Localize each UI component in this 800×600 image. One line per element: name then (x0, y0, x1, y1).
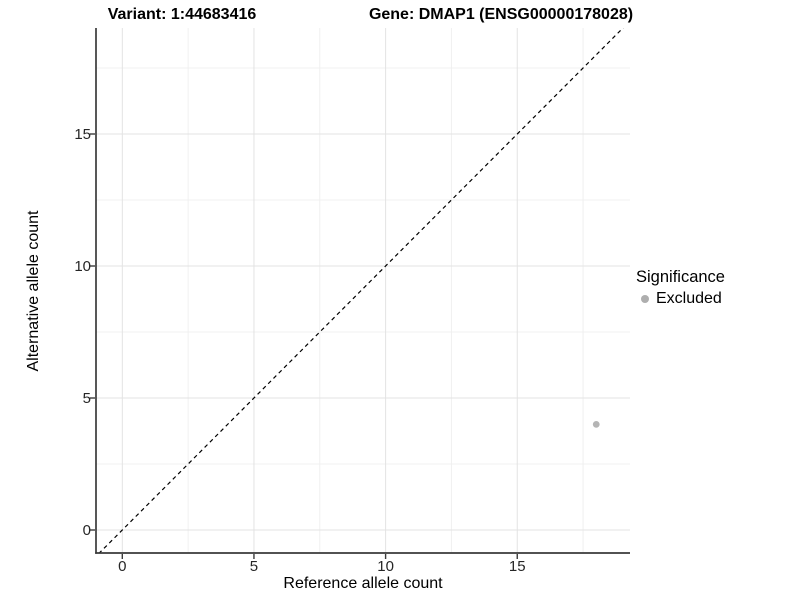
x-tick-label: 0 (118, 558, 127, 575)
y-tick-label: 0 (82, 521, 91, 539)
excluded-point-icon (641, 294, 649, 303)
data-point (592, 421, 600, 428)
legend-item-excluded: Excluded (636, 289, 725, 308)
x-tick-label: 15 (508, 558, 526, 575)
y-tick-label: 10 (74, 257, 91, 275)
x-tick-label: 10 (377, 558, 394, 575)
plot-title-variant: Variant: 1:44683416 (107, 6, 257, 23)
legend-title: Significance (636, 268, 725, 286)
x-tick-label: 5 (249, 558, 259, 575)
x-axis-title: Reference allele count (283, 575, 443, 592)
legend: Significance Excluded (636, 267, 725, 308)
plot-title-gene: Gene: DMAP1 (ENSG00000178028) (368, 6, 634, 23)
identity-reference-line (98, 28, 624, 553)
y-tick-label: 15 (74, 125, 91, 143)
y-axis-title: Alternative allele count (25, 210, 42, 372)
legend-item-label: Excluded (656, 290, 722, 307)
y-tick-label: 5 (82, 389, 91, 407)
